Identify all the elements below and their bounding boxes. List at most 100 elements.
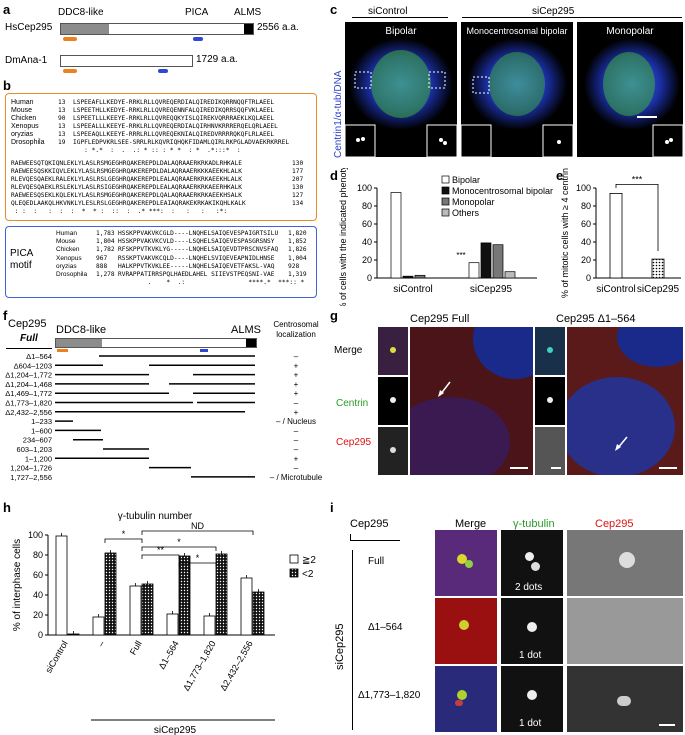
h-bracket-2 xyxy=(141,554,180,559)
b3-seq-2: RFSKPPVTKVKLYG-----LNQHELSAIQEVDTPRSCNVS… xyxy=(118,246,279,254)
h-bar-5-1 xyxy=(252,591,265,636)
g-delta-cep295-inset xyxy=(535,427,565,475)
h-ytick-label-2: 40 xyxy=(33,590,43,600)
h-annot-1: * xyxy=(177,537,181,547)
micrograph-monopolar: Monopolar xyxy=(577,22,683,157)
h-xlabel-4: Δ1,773–1,820 xyxy=(181,639,218,693)
pica-domain-label: PICA xyxy=(185,7,209,18)
hs-blue-marker xyxy=(193,37,203,41)
b2-end-2: 207 xyxy=(292,176,304,183)
h-bar-5-0 xyxy=(240,577,253,636)
d-bar-0-0 xyxy=(390,192,402,279)
b3-end-3: 1,004 xyxy=(288,254,307,262)
h-xlabel-3: Δ1–564 xyxy=(157,639,181,671)
i-row-delta2: Δ1,773–1,820 xyxy=(358,690,421,701)
e-ylabel: % of mitotic cells with ≥ 4 centrin xyxy=(560,168,570,298)
f-row-loc-4: + xyxy=(294,389,299,398)
f-row-loc-8: – xyxy=(294,426,299,435)
f-row-label-10: 603–1,203 xyxy=(17,445,52,454)
d-ytick-label-4: 80 xyxy=(362,201,372,211)
d-legend-label-3: Others xyxy=(452,208,480,218)
b2-consensus: : : : : : : * * : :: : .* ***: : : : :*: xyxy=(11,208,228,215)
b2-seq-5: QLEQEDLAAKQLHKVNKLYLESLRSLGEGHRQAKEREPDL… xyxy=(11,200,246,207)
d-legend-swatch-1 xyxy=(441,186,450,195)
f-full-label: Full xyxy=(20,333,38,344)
b3-seq-3: RSSKPTVAKVKCQLD----LNQHELSVIQEVEAPNIDLHN… xyxy=(118,254,275,262)
g-title-full: Cep295 Full xyxy=(410,313,470,325)
f-ddc8-domain xyxy=(56,339,102,347)
i-delta2-dots: 1 dot xyxy=(519,718,542,729)
f-row-label-12: 1,204–1,726 xyxy=(10,464,52,473)
hs-ddc8-domain xyxy=(61,24,109,34)
h-ytick-label-4: 80 xyxy=(33,550,43,560)
h-legend-label-1: <2 xyxy=(302,569,314,580)
d-bar-0-2 xyxy=(414,274,426,279)
f-title: Cep295 xyxy=(8,318,47,330)
d-bar-0-1 xyxy=(402,275,414,279)
f-row-label-7: 1–233 xyxy=(31,417,52,426)
d-annotation: *** xyxy=(456,251,465,260)
b2-seq-1: RAEWEESQSKKIQVLEKLYLASLRSMGEGHRQAKEREPDL… xyxy=(11,168,242,175)
chart-h: γ-tubulin number 0 20 40 60 80 100 % of interph… xyxy=(12,511,316,735)
b2-seq-4: RAEWEESQSEKLKQLEKLYLASLRSMGEGHRQAKEREPDL… xyxy=(11,192,242,199)
i-delta1-dots: 1 dot xyxy=(519,650,542,661)
hs-alms-domain xyxy=(244,24,253,34)
d-legend-swatch-2 xyxy=(441,197,450,206)
b2-end-3: 130 xyxy=(292,184,304,191)
b1-seq-2: LSPEETLLLKEEYE-RRKLRLLQVREQQKYISLQIREKVQ… xyxy=(73,115,275,122)
e-ytick-label-3: 60 xyxy=(581,219,591,229)
micrograph-bipolar: Bipolar xyxy=(345,22,457,157)
f-row-label-0: Δ1–564 xyxy=(26,352,52,361)
f-row-loc-9: – xyxy=(294,436,299,445)
e-ytick-label-2: 40 xyxy=(581,237,591,247)
b1-species-4: oryzias xyxy=(11,131,34,138)
i-delta2-merge xyxy=(435,666,497,732)
b1-start-4: 13 xyxy=(58,131,66,138)
b1-seq-5: IGPFLEDPVKRLSEE-SRRLRLKQVRIQHQKFIDAMLQIR… xyxy=(73,139,290,146)
alms-domain-label: ALMS xyxy=(234,7,262,18)
d-ytick-label-1: 20 xyxy=(362,255,372,265)
i-delta2-cep295 xyxy=(567,666,683,732)
g-cep295-label: Cep295 xyxy=(336,437,372,448)
h-bar-1-1 xyxy=(104,552,117,636)
b3-start-2: 1,782 xyxy=(96,246,115,254)
b3-species-0: Human xyxy=(56,230,77,237)
b1-start-3: 13 xyxy=(58,123,66,130)
g-merge-label: Merge xyxy=(334,345,363,356)
e-bar-0 xyxy=(609,192,623,279)
h-bar-2-1 xyxy=(141,583,154,636)
b3-end-0: 1,820 xyxy=(288,230,307,237)
b1-species-3: Xenopus xyxy=(11,123,39,130)
i-delta1-cep295 xyxy=(567,598,683,664)
h-legend-swatch-0 xyxy=(289,554,299,564)
h-bracket-3 xyxy=(178,562,217,567)
h-ylabel: % of interphase cells xyxy=(12,539,23,631)
g-delta-merge-inset xyxy=(535,327,565,375)
dm-protein-bar xyxy=(60,55,193,67)
d-legend-label-2: Monopolar xyxy=(452,197,495,207)
b3-start-0: 1,783 xyxy=(96,230,115,237)
panel-label-g: g xyxy=(330,308,338,323)
i-delta2-gtub: 1 dot xyxy=(501,666,563,732)
b3-species-4: oryzias xyxy=(56,262,77,270)
h-xlabel-0: siControl xyxy=(43,639,69,675)
d-legend-label-0: Bipolar xyxy=(452,175,480,185)
f-row-label-13: 1,727–2,556 xyxy=(10,473,52,482)
i-col-merge: Merge xyxy=(455,518,487,530)
b1-consensus: : *.* : . .: * :: : * * : * .*:::* : xyxy=(73,147,241,154)
hs-protein-name: HsCep295 xyxy=(5,22,53,33)
h-group-label: siCep295 xyxy=(154,725,197,735)
chart-d: 0 20 40 60 80 100 % of cells with the indicate… xyxy=(338,168,553,306)
b3-seq-5: RVRAPPATIRRSPQLHAEDLAHEL SIIEVSTPEQSNI-V… xyxy=(118,271,275,278)
h-xlabel-5: Δ2,432–2,556 xyxy=(218,639,255,693)
c-monocentrosomal-label: Monocentrosomal bipolar xyxy=(466,26,568,36)
i-row-delta1: Δ1–564 xyxy=(368,622,403,633)
e-sig-bracket xyxy=(615,184,659,251)
h-ytick-label-5: 100 xyxy=(28,530,43,540)
f-row-label-9: 234–607 xyxy=(23,436,52,445)
b3-species-2: Chicken xyxy=(56,246,80,254)
g-full-centrin-inset xyxy=(378,377,408,425)
b1-start-2: 90 xyxy=(58,115,66,122)
dm-length: 1729 a.a. xyxy=(196,54,238,65)
hs-length: 2556 a.a. xyxy=(257,22,299,33)
